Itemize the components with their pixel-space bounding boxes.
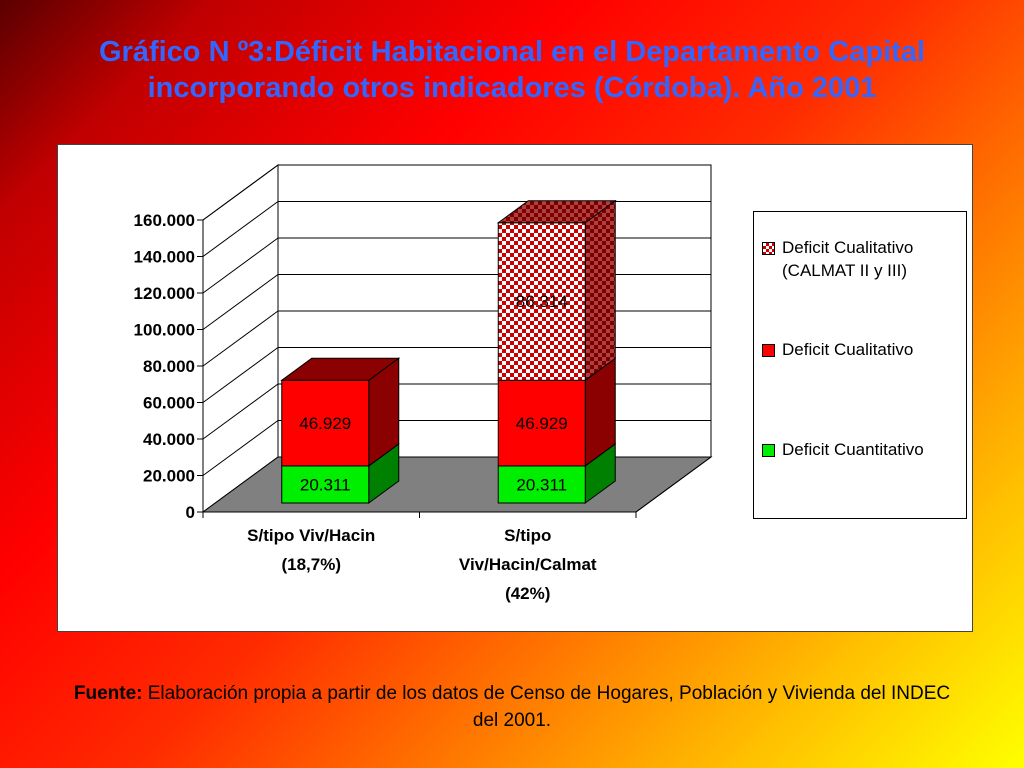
y-tick-label: 0: [186, 503, 195, 522]
bar-segment: [497, 379, 586, 467]
bar-data-label: 20.311: [516, 475, 567, 494]
y-tick-label: 140.000: [134, 248, 195, 267]
x-category-label: S/tipo Viv/Hacin (18,7%): [247, 526, 375, 574]
bar-segment: [497, 465, 586, 504]
legend-swatch: [762, 242, 775, 255]
bar-data-label: 86.314: [516, 292, 568, 311]
y-tick-label: 40.000: [143, 430, 195, 449]
bar-segment: [281, 465, 370, 504]
slide-title: Gráfico N º3:Déficit Habitacional en el …: [98, 36, 925, 104]
floor-edge: [635, 456, 712, 513]
legend-item: Deficit Cuantitativo: [762, 438, 924, 461]
gridline-side: [202, 274, 279, 330]
bar-data-label: 20.311: [300, 475, 351, 494]
bar-data-label: 46.929: [516, 414, 568, 433]
y-tick-label: 160.000: [134, 211, 195, 230]
gridline-side: [202, 201, 279, 257]
bar-top: [280, 357, 401, 381]
legend-item: Deficit Cualitativo: [762, 338, 913, 361]
bar-data-label: 46.929: [299, 414, 351, 433]
gridline-side: [202, 383, 279, 440]
gridline-side: [202, 164, 279, 221]
source-note: Fuente: Elaboración propia a partir de l…: [60, 680, 964, 734]
legend-label: (CALMAT II y III): [782, 261, 907, 280]
source-text: Elaboración propia a partir de los datos…: [142, 683, 951, 731]
legend-item: Deficit Cualitativo (CALMAT II y III): [762, 236, 913, 282]
legend-swatch: [762, 444, 775, 457]
x-category-label: S/tipo Viv/Hacin/Calmat (42%): [459, 526, 597, 603]
chart-floor: [201, 456, 713, 513]
y-tick-label: 20.000: [143, 467, 195, 486]
bar-segment: [281, 379, 370, 467]
y-tick-label: 120.000: [134, 284, 195, 303]
y-tick-label: 80.000: [143, 357, 195, 376]
y-tick-label: 100.000: [134, 321, 195, 340]
gridline-side: [202, 347, 279, 403]
bar-top: [496, 200, 617, 224]
source-label: Fuente:: [73, 683, 143, 704]
stacked-bar-chart: 20.311 46.929 20.311 46.929 86.314 0 20.000 40…: [134, 164, 713, 603]
legend-swatch: [762, 344, 775, 357]
chart-panel: 20.311 46.929 20.311 46.929 86.314 0 20.000 40…: [57, 144, 973, 632]
bar-side: [584, 199, 616, 382]
gridline-side: [202, 310, 279, 367]
bar-segment: [497, 222, 586, 381]
gridline-side: [202, 237, 279, 294]
legend-label: Deficit Cualitativo: [782, 238, 914, 257]
legend-label: Deficit Cuantitativo: [782, 440, 924, 459]
y-tick-label: 60.000: [143, 394, 195, 413]
chart-legend: Deficit Cualitativo (CALMAT II y III) Defi…: [753, 211, 967, 519]
legend-label: Deficit Cualitativo: [782, 340, 914, 359]
gridline-side: [202, 420, 279, 476]
